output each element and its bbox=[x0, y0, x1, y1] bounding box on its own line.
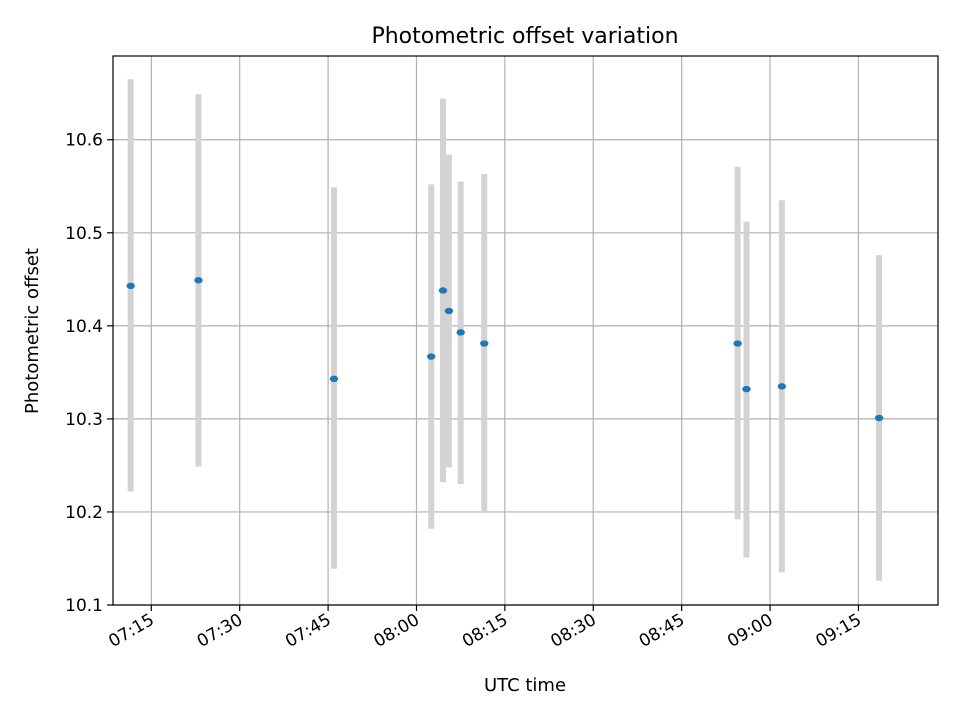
plot-frame bbox=[112, 55, 939, 606]
y-tick-label: 10.2 bbox=[65, 503, 103, 523]
x-tick-label: 08:45 bbox=[636, 610, 688, 652]
point-layer bbox=[126, 277, 884, 422]
y-tick-label: 10.6 bbox=[65, 131, 103, 151]
data-point bbox=[427, 353, 436, 360]
x-tick-label: 07:30 bbox=[194, 610, 246, 652]
data-point bbox=[456, 329, 465, 336]
x-tick-label: 07:15 bbox=[105, 610, 157, 652]
data-point bbox=[438, 287, 448, 294]
x-tick-label: 09:15 bbox=[813, 610, 865, 652]
x-tick-label: 08:00 bbox=[371, 610, 423, 652]
x-tick-label: 09:00 bbox=[724, 610, 776, 652]
x-tick-label: 08:30 bbox=[547, 610, 599, 652]
y-tick-label: 10.5 bbox=[65, 224, 103, 244]
data-point bbox=[329, 375, 339, 383]
y-tick-label: 10.3 bbox=[65, 410, 103, 430]
data-point bbox=[444, 307, 454, 315]
x-tick-label: 08:15 bbox=[459, 610, 511, 652]
y-axis-ticks: 10.1 10.2 10.3 10.4 10.5 10.6 bbox=[65, 131, 113, 616]
grid-layer bbox=[113, 56, 938, 606]
x-axis-ticks: 07:15 07:30 07:45 08:00 08:15 08:30 08:45 09:00… bbox=[105, 605, 865, 652]
data-point bbox=[733, 340, 742, 347]
data-point bbox=[194, 277, 203, 284]
data-point bbox=[480, 340, 489, 347]
chart-title: Photometric offset variation bbox=[371, 24, 678, 49]
x-axis-label: UTC time bbox=[484, 675, 566, 696]
y-axis-label: Photometric offset bbox=[22, 248, 43, 414]
x-tick-label: 07:45 bbox=[282, 610, 334, 652]
data-point bbox=[742, 385, 751, 393]
data-point bbox=[126, 282, 135, 290]
y-tick-label: 10.1 bbox=[65, 596, 103, 616]
y-tick-label: 10.4 bbox=[65, 317, 103, 337]
data-point bbox=[777, 383, 787, 390]
data-point bbox=[874, 414, 884, 422]
